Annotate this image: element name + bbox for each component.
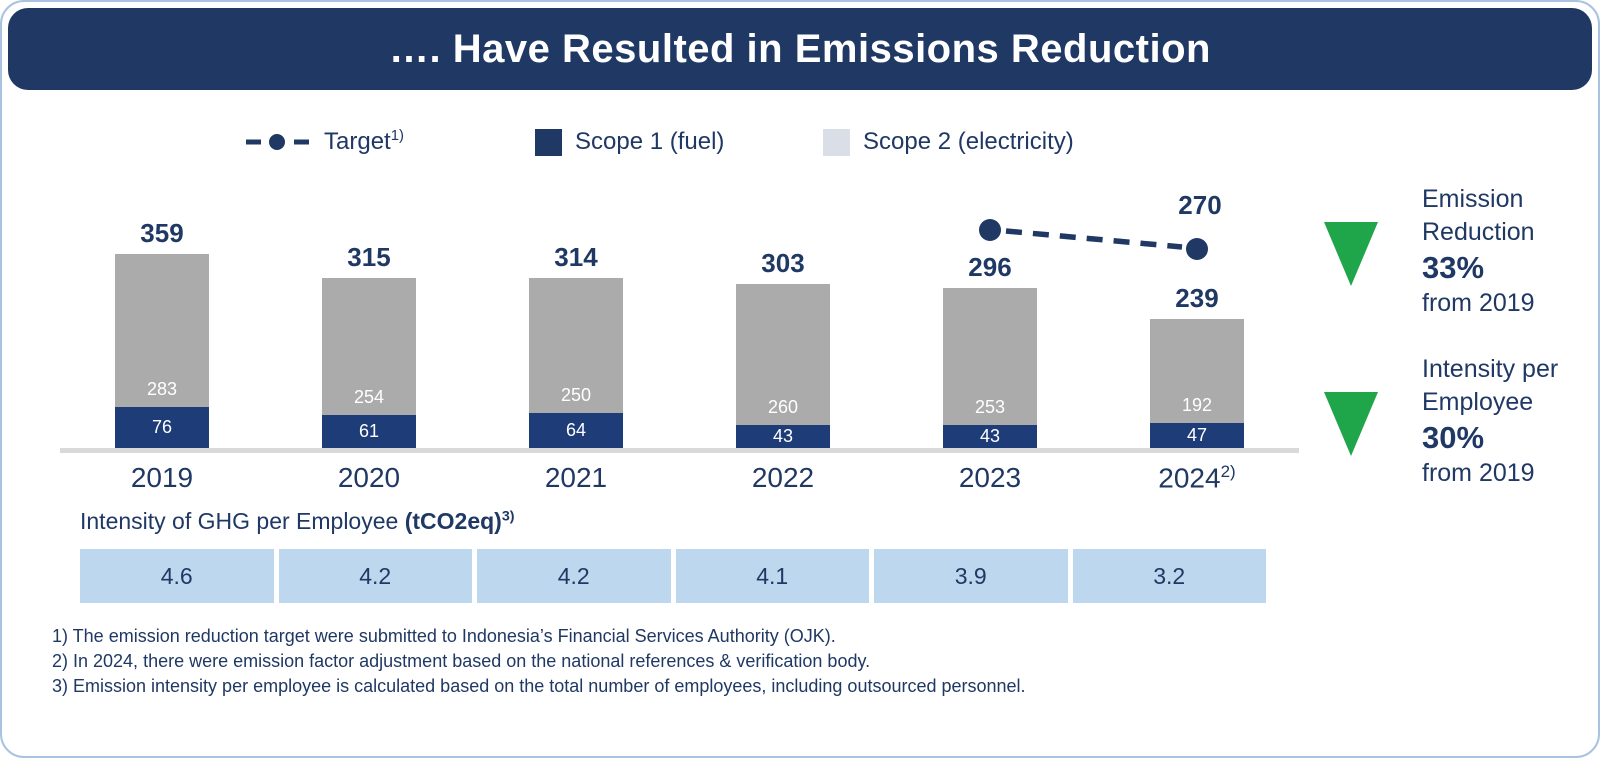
stat-value: 30% <box>1422 420 1485 455</box>
bar-total-label: 315 <box>347 241 391 272</box>
x-axis-label-2022: 2022 <box>751 462 815 493</box>
bar-total-label: 314 <box>554 242 598 273</box>
bar-column-2024: 192 47 <box>1150 318 1244 448</box>
bar-total-label: 296 <box>968 252 1012 283</box>
scope1-segment: 76 <box>115 406 209 448</box>
scope2-segment: 192 <box>1150 318 1244 423</box>
scope2-segment: 253 <box>943 288 1037 425</box>
stat-line: Reduction <box>1422 218 1535 246</box>
footnotes: 1) The emission reduction target were su… <box>52 624 1026 699</box>
stat-line: Emission <box>1422 185 1524 213</box>
legend-target-label: Target1) <box>324 128 404 155</box>
scope2-swatch-icon <box>823 128 850 156</box>
scope2-value-label: 250 <box>560 385 592 406</box>
x-axis-label-2021: 2021 <box>544 462 608 493</box>
legend-scope2-label: Scope 2 (electricity) <box>863 128 1074 155</box>
bar-column-2023: 253 43 <box>943 288 1037 448</box>
page-title: …. Have Resulted in Emissions Reduction <box>389 26 1211 71</box>
bar-column-2021: 250 64 <box>529 278 623 448</box>
legend-item-scope2: Scope 2 (electricity) <box>823 124 1074 160</box>
legend-scope1-label: Scope 1 (fuel) <box>575 128 725 155</box>
intensity-title-sup: 3) <box>501 508 515 525</box>
intensity-table-title: Intensity of GHG per Employee (tCO2eq)3) <box>80 508 515 535</box>
stat-emission-reduction: Emission Reduction 33% from 2019 <box>1422 183 1598 320</box>
stat-suffix: from 2019 <box>1422 289 1535 317</box>
scope2-value-label: 283 <box>146 378 178 399</box>
legend-item-target: Target1) <box>245 124 404 160</box>
scope1-segment: 64 <box>529 413 623 448</box>
scope2-segment: 254 <box>322 277 416 416</box>
scope1-segment: 61 <box>322 415 416 448</box>
scope2-segment: 283 <box>115 254 209 407</box>
stat-line: Intensity per <box>1422 355 1559 383</box>
bar-total-label: 239 <box>1175 282 1219 313</box>
scope1-swatch-icon <box>535 128 562 156</box>
bar-total-label: 359 <box>140 218 184 249</box>
bar-column-2020: 254 61 <box>322 277 416 448</box>
legend-target-sup: 1) <box>390 128 404 144</box>
stat-value: 33% <box>1422 250 1485 285</box>
scope2-value-label: 253 <box>974 396 1006 417</box>
x-axis-label-2019: 2019 <box>130 462 194 493</box>
bar-column-2022: 260 43 <box>736 284 830 448</box>
scope2-value-label: 254 <box>353 387 385 408</box>
target-value-label: 270 <box>1178 190 1222 220</box>
x-axis-label-2024: 20242) <box>1158 462 1236 494</box>
stat-line: Employee <box>1422 388 1534 416</box>
scope2-value-label: 260 <box>767 396 799 417</box>
header-band: …. Have Resulted in Emissions Reduction <box>8 8 1592 90</box>
legend-item-scope1: Scope 1 (fuel) <box>535 124 724 160</box>
intensity-table-row: 4.6 4.2 4.2 4.1 3.9 3.2 <box>80 549 1266 603</box>
intensity-title-text: Intensity of GHG per Employee <box>80 508 405 534</box>
scope1-segment: 43 <box>736 424 830 448</box>
scope2-value-label: 192 <box>1181 394 1213 415</box>
target-dot-2023 <box>979 219 1001 241</box>
bar-total-label: 303 <box>761 248 805 279</box>
intensity-cell: 3.2 <box>1072 549 1266 603</box>
footnote: 3) Emission intensity per employee is ca… <box>52 676 1026 696</box>
intensity-cell: 4.2 <box>278 549 472 603</box>
x-axis-label-2023: 2023 <box>958 462 1022 493</box>
target-line-icon <box>246 134 309 150</box>
down-triangle-icon <box>1324 222 1378 286</box>
scope2-segment: 250 <box>529 278 623 414</box>
x-axis-label-sup: 2) <box>1220 462 1236 481</box>
bar-column-2019: 283 76 <box>115 254 209 448</box>
scope2-segment: 260 <box>736 284 830 425</box>
intensity-cell: 4.1 <box>675 549 869 603</box>
intensity-cell: 4.6 <box>80 549 274 603</box>
footnote: 1) The emission reduction target were su… <box>52 626 836 646</box>
scope1-segment: 47 <box>1150 422 1244 448</box>
x-axis-label-2020: 2020 <box>337 462 401 493</box>
target-dot-2024 <box>1186 238 1208 260</box>
scope1-segment: 43 <box>943 424 1037 448</box>
stat-suffix: from 2019 <box>1422 459 1535 487</box>
intensity-cell: 3.9 <box>874 549 1068 603</box>
footnote: 2) In 2024, there were emission factor a… <box>52 651 871 671</box>
intensity-title-unit: (tCO2eq) <box>404 508 502 534</box>
intensity-cell: 4.2 <box>477 549 671 603</box>
down-triangle-icon <box>1324 392 1378 456</box>
x-axis-line <box>60 448 1299 453</box>
stat-intensity-per-employee: Intensity per Employee 30% from 2019 <box>1422 353 1598 490</box>
